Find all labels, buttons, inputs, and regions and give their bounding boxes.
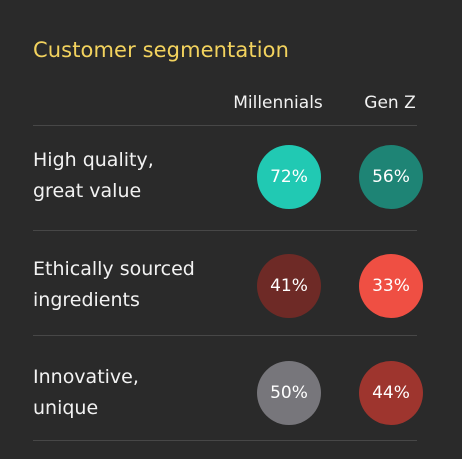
value-bubble: 50% xyxy=(257,361,321,425)
column-header-millennials: Millennials xyxy=(233,93,323,113)
row-label-line: High quality, xyxy=(33,149,154,171)
row-label-innovative: Innovative, unique xyxy=(33,362,233,424)
row-label-line: unique xyxy=(33,397,99,419)
divider xyxy=(33,125,417,126)
row-label-ethically-sourced: Ethically sourced ingredients xyxy=(33,254,233,316)
row-label-line: Ethically sourced xyxy=(33,258,195,280)
chart-title: Customer segmentation xyxy=(33,38,289,62)
row-label-line: great value xyxy=(33,180,142,202)
value-bubble: 72% xyxy=(257,145,321,209)
divider xyxy=(33,230,417,231)
value-bubble: 56% xyxy=(359,145,423,209)
row-label-line: Innovative, xyxy=(33,366,139,388)
value-bubble: 33% xyxy=(359,254,423,318)
divider xyxy=(33,335,417,336)
column-header-gen-z: Gen Z xyxy=(364,93,416,113)
value-bubble: 44% xyxy=(359,361,423,425)
divider xyxy=(33,440,417,441)
row-label-line: ingredients xyxy=(33,289,140,311)
row-label-high-quality: High quality, great value xyxy=(33,145,233,207)
value-bubble: 41% xyxy=(257,254,321,318)
